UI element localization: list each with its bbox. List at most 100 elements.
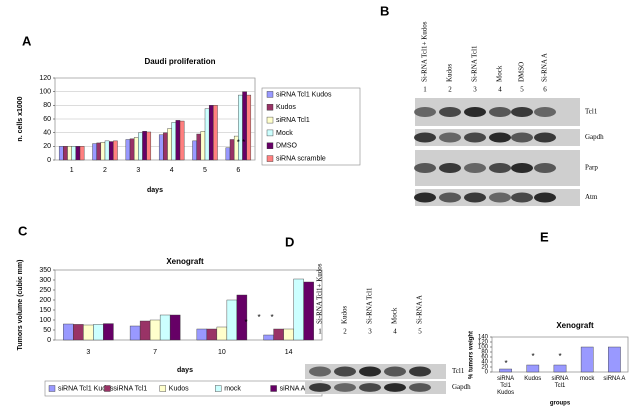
blot-band: [384, 383, 406, 392]
y-tick-label: 60: [481, 355, 488, 361]
bar: [179, 120, 185, 161]
bar: [303, 281, 314, 341]
y-tick-label: 300: [39, 277, 51, 284]
lane-number: 4: [393, 328, 397, 336]
bar: [79, 146, 85, 161]
x-tick-label: 4: [170, 167, 174, 174]
blot-band: [409, 366, 431, 377]
y-tick-label: 0: [485, 370, 489, 376]
lane-label: Si-RNA A: [541, 53, 549, 82]
bar: [103, 323, 114, 341]
legend-label: siRNA Tcl1: [276, 117, 310, 124]
lane-number: 5: [418, 328, 422, 336]
blot-band: [464, 132, 486, 143]
lane-number: 3: [473, 86, 477, 94]
y-tick-label: 350: [39, 267, 51, 274]
bar: [608, 346, 621, 373]
bar: [133, 137, 139, 161]
band-label: Gapdh: [452, 383, 471, 391]
blot-band: [464, 163, 486, 173]
bar: [169, 314, 181, 341]
blot-band: [414, 192, 436, 203]
x-axis-label: groups: [550, 401, 571, 407]
bar: [242, 91, 247, 161]
legend-label: siRNA Tcl1: [113, 385, 147, 392]
bar: [73, 324, 84, 341]
y-tick-label: 20: [481, 365, 488, 371]
blot-band: [309, 383, 331, 392]
bar: [216, 326, 228, 341]
blot-band: [489, 132, 511, 143]
annotation: *: [244, 318, 247, 327]
bar: [229, 139, 235, 161]
lane-label: DMSO: [518, 62, 526, 82]
bar: [213, 105, 218, 161]
y-axis-label: n. cells x1000: [17, 96, 24, 141]
bar: [273, 328, 284, 341]
blot-band: [414, 107, 436, 117]
blot-band: [489, 107, 511, 117]
blot-band: [334, 366, 356, 377]
lane-label: Si-RNA Tcl1: [471, 45, 479, 82]
x-tick-label: 1: [70, 167, 74, 174]
bar: [113, 140, 118, 161]
x-tick-label: siRNA Tcl1 Kudos: [497, 376, 515, 396]
y-tick-label: 60: [43, 116, 51, 123]
bar: [100, 142, 106, 161]
blot-band: [409, 383, 431, 392]
bar: [526, 364, 540, 373]
bar: [104, 140, 110, 161]
bar: [67, 146, 72, 161]
legend-swatch: [159, 385, 167, 392]
panel-letter: A: [22, 33, 32, 48]
y-tick-label: 250: [39, 287, 51, 294]
blot-band: [534, 132, 556, 143]
bar: [93, 324, 104, 341]
blot-band: [384, 366, 406, 377]
chart-title: Daudi proliferation: [144, 57, 215, 66]
bar: [138, 132, 143, 161]
lane-number: 6: [543, 86, 547, 94]
y-tick-label: 20: [43, 143, 51, 150]
blot-band: [511, 107, 533, 117]
legend-label: siRNA scramble: [276, 155, 326, 162]
blot-band: [359, 383, 381, 392]
chart-title: Xenograft: [556, 321, 594, 330]
legend-swatch: [266, 155, 274, 162]
bar: [236, 294, 248, 341]
blot-band: [439, 163, 461, 173]
x-tick-label: 2: [103, 167, 107, 174]
legend-label: siRNA A: [280, 385, 306, 392]
y-tick-label: 40: [481, 360, 488, 366]
blot-band: [511, 163, 533, 173]
bar: [208, 105, 214, 161]
y-tick-label: 200: [39, 297, 51, 304]
lane-number: 1: [318, 328, 322, 336]
bar: [580, 346, 594, 373]
annotation: *: [531, 352, 534, 361]
bar: [159, 314, 171, 341]
blot-band: [359, 366, 381, 377]
bar: [108, 141, 114, 161]
lane-number: 4: [498, 86, 502, 94]
blot-band: [534, 192, 556, 203]
bar: [75, 146, 81, 161]
bar: [293, 278, 304, 341]
blot-band: [414, 163, 436, 173]
y-tick-label: 80: [43, 102, 51, 109]
legend-swatch: [266, 129, 274, 137]
legend-label: Kudos: [169, 385, 189, 392]
panel-letter: C: [18, 223, 28, 238]
bar: [226, 299, 238, 341]
y-tick-label: 50: [43, 327, 51, 334]
blot-band: [439, 192, 461, 203]
bar: [129, 325, 141, 341]
bar: [196, 328, 208, 341]
bar: [171, 122, 177, 161]
legend-swatch: [48, 385, 56, 392]
band-label: Tcl1: [452, 367, 465, 375]
lane-label: Kudos: [341, 305, 349, 324]
y-axis-label: Tumors volume (cubic mm): [17, 260, 24, 351]
